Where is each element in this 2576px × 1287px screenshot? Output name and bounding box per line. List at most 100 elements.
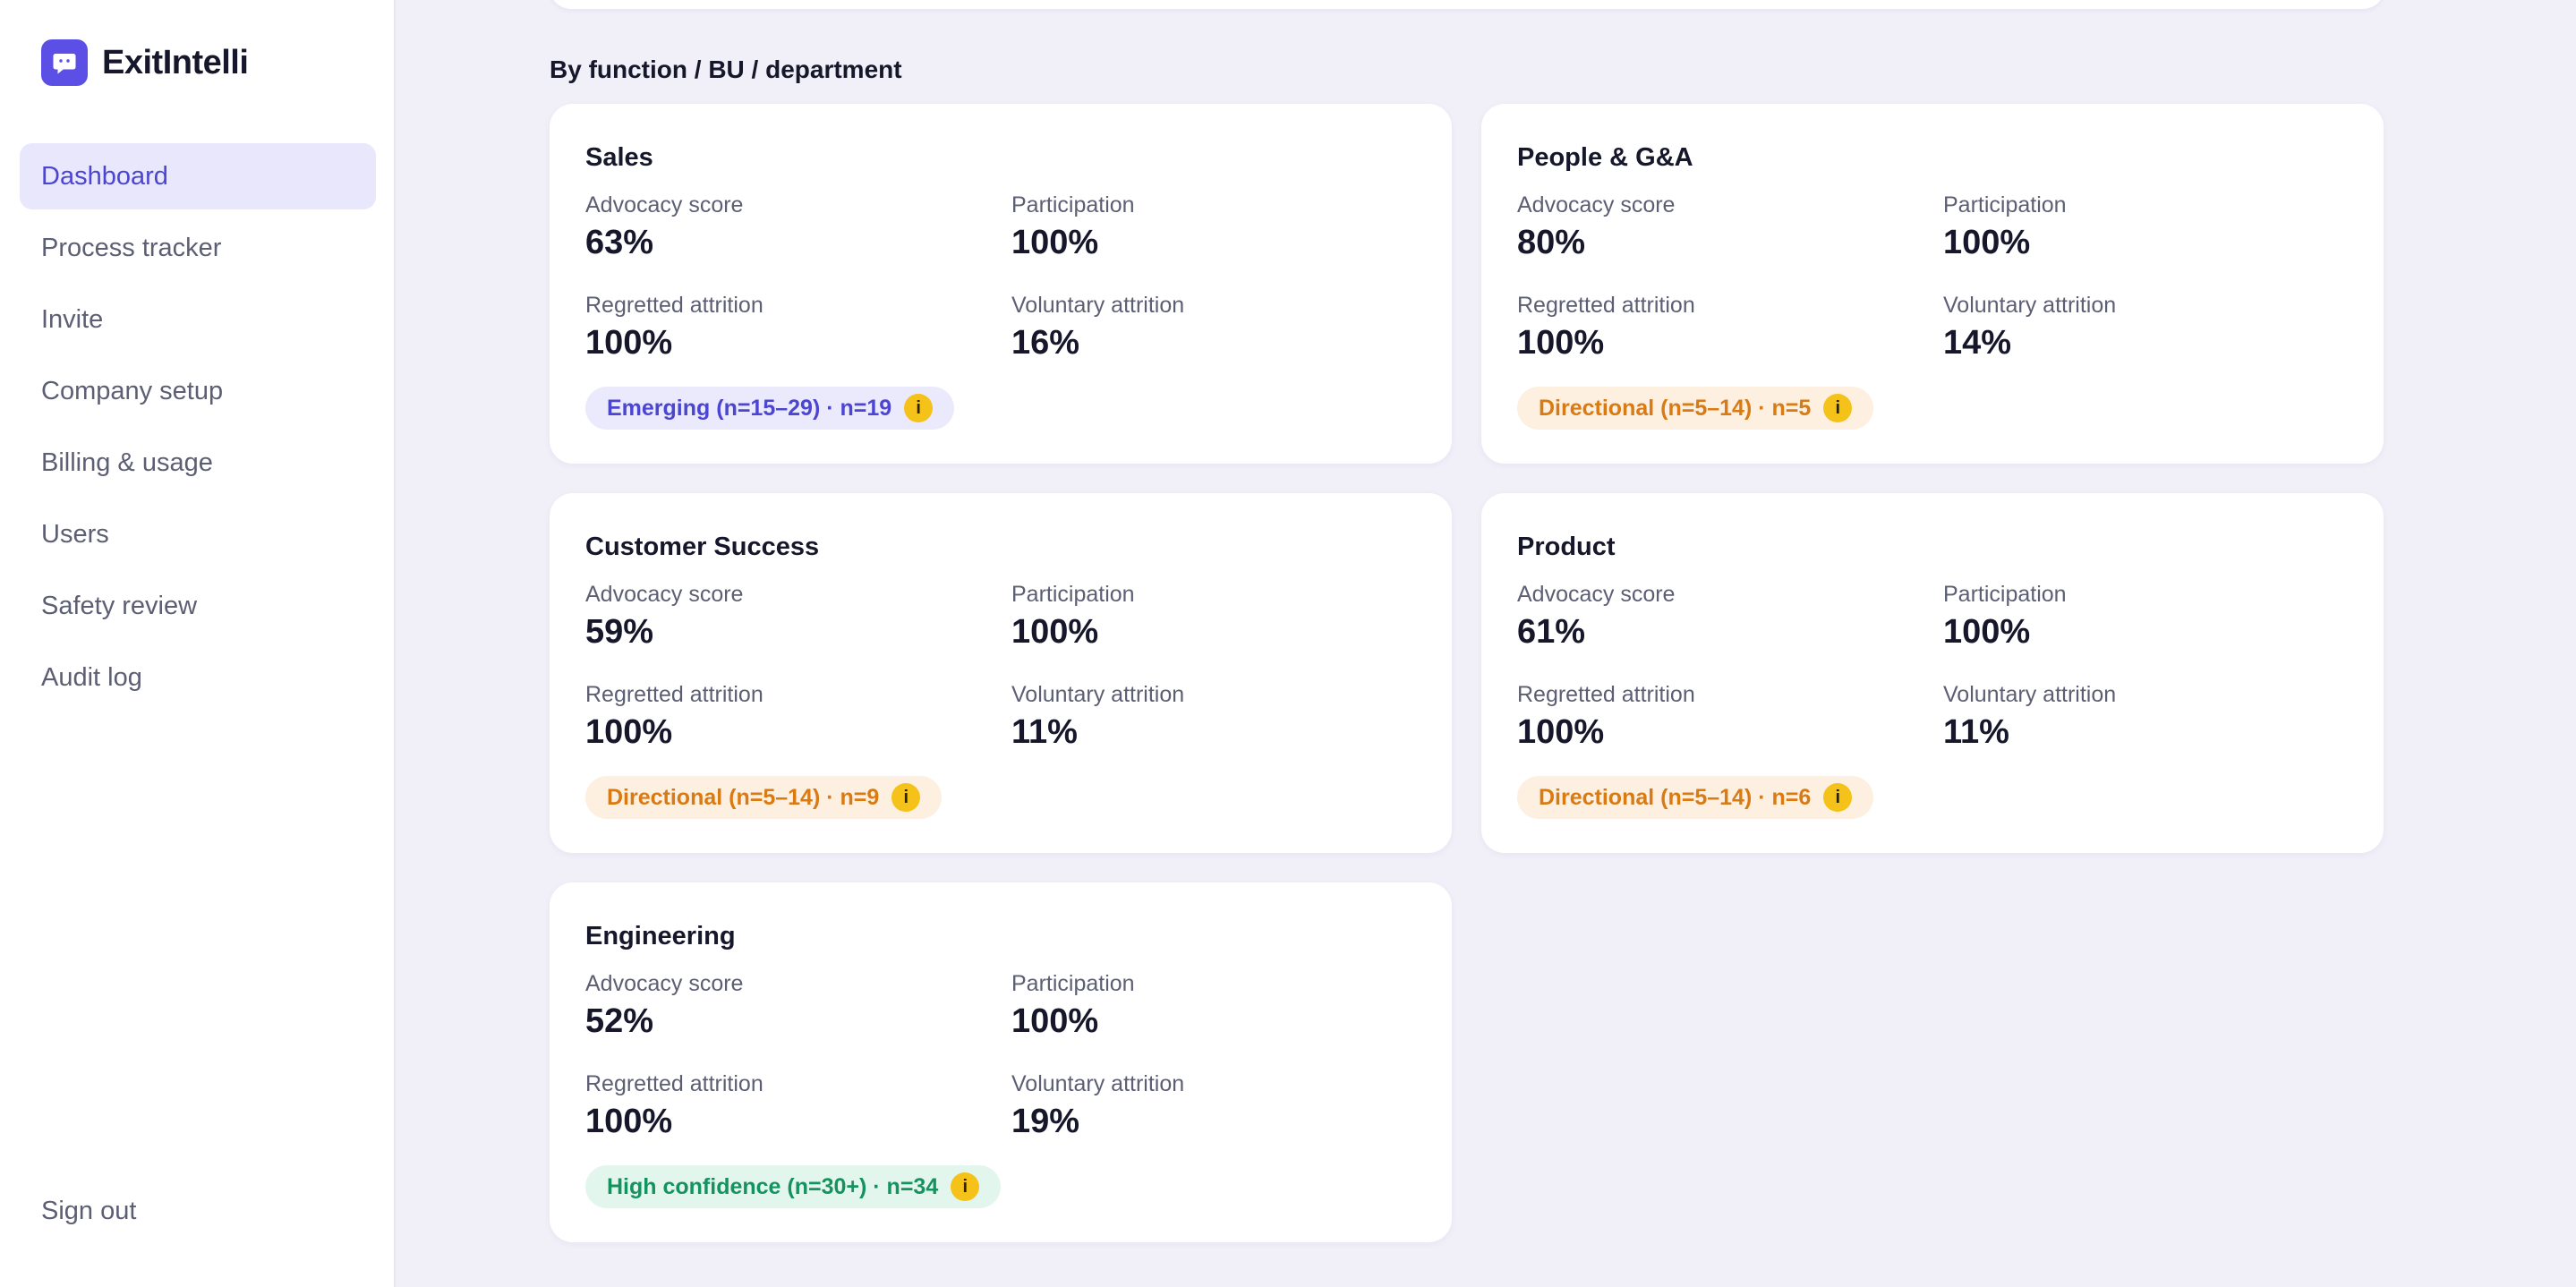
metric-label: Advocacy score	[1517, 192, 1676, 217]
metric-value: 16%	[1011, 324, 1080, 362]
sidebar-item-company-setup[interactable]: Company setup	[41, 376, 224, 405]
metric-regretted-attrition: Regretted attrition 100%	[1517, 681, 1695, 753]
metric-regretted-attrition: Regretted attrition 100%	[585, 292, 763, 363]
metric-value: 100%	[1517, 713, 1605, 751]
metric-advocacy: Advocacy score 59%	[585, 581, 743, 652]
metric-value: 100%	[585, 1103, 673, 1140]
confidence-badge: Directional (n=5–14) · n=6 i	[1517, 776, 1874, 819]
sidebar-item-users[interactable]: Users	[41, 519, 109, 549]
metric-voluntary-attrition: Voluntary attrition 11%	[1011, 681, 1184, 753]
metric-voluntary-attrition: Voluntary attrition 14%	[1943, 292, 2116, 363]
sign-out-button[interactable]: Sign out	[41, 1196, 137, 1225]
metric-value: 100%	[1011, 613, 1099, 651]
metric-value: 11%	[1943, 713, 2009, 751]
confidence-badge: Directional (n=5–14) · n=5 i	[1517, 387, 1874, 430]
department-card-customer-success: Customer Success Advocacy score 59% Part…	[550, 493, 1452, 853]
metric-label: Participation	[1943, 582, 2067, 607]
metric-value: 52%	[585, 1002, 654, 1040]
card-title: Customer Success	[585, 533, 820, 561]
brand[interactable]: ExitIntelli	[41, 39, 249, 86]
metric-voluntary-attrition: Voluntary attrition 11%	[1943, 681, 2116, 753]
badge-label: Directional (n=5–14) · n=5	[1539, 395, 1812, 421]
metric-value: 19%	[1011, 1103, 1080, 1140]
metric-participation: Participation 100%	[1011, 581, 1135, 652]
metric-participation: Participation 100%	[1011, 192, 1135, 263]
metric-value: 11%	[1011, 713, 1078, 751]
metric-label: Regretted attrition	[585, 293, 763, 318]
metric-label: Participation	[1011, 971, 1135, 996]
sidebar-nav: Dashboard Process tracker Invite Company…	[20, 143, 376, 716]
sidebar-item-safety-review[interactable]: Safety review	[41, 591, 198, 620]
metric-value: 80%	[1517, 224, 1586, 261]
metric-label: Voluntary attrition	[1943, 293, 2117, 318]
confidence-badge: Emerging (n=15–29) · n=19 i	[585, 387, 955, 430]
info-icon[interactable]: i	[951, 1172, 980, 1201]
confidence-badge: Directional (n=5–14) · n=9 i	[585, 776, 943, 819]
badge-label: Directional (n=5–14) · n=6	[1539, 784, 1812, 810]
department-card-engineering: Engineering Advocacy score 52% Participa…	[550, 882, 1452, 1242]
info-icon[interactable]: i	[891, 783, 921, 812]
section-title: By function / BU / department	[550, 55, 902, 83]
metric-label: Regretted attrition	[585, 682, 763, 707]
metric-value: 100%	[1943, 224, 2031, 261]
metric-label: Participation	[1943, 192, 2067, 217]
metric-label: Participation	[1011, 192, 1135, 217]
sidebar-item-process-tracker[interactable]: Process tracker	[41, 233, 222, 262]
metric-label: Advocacy score	[585, 192, 744, 217]
metric-label: Voluntary attrition	[1943, 682, 2117, 707]
card-title: Sales	[585, 143, 653, 172]
metric-advocacy: Advocacy score 52%	[585, 970, 743, 1042]
confidence-badge: High confidence (n=30+) · n=34 i	[585, 1165, 1002, 1208]
badge-label: Emerging (n=15–29) · n=19	[607, 395, 892, 421]
metric-advocacy: Advocacy score 80%	[1517, 192, 1675, 263]
card-title: People & G&A	[1517, 143, 1693, 172]
chat-bubble-logo-icon	[41, 39, 88, 86]
metric-label: Advocacy score	[585, 582, 744, 607]
metric-value: 100%	[1011, 224, 1099, 261]
info-icon[interactable]: i	[904, 394, 934, 422]
metric-value: 100%	[1517, 324, 1605, 362]
metric-voluntary-attrition: Voluntary attrition 16%	[1011, 292, 1184, 363]
metric-value: 100%	[1943, 613, 2031, 651]
previous-card-edge	[550, 0, 2384, 9]
sidebar-item-billing-usage[interactable]: Billing & usage	[41, 447, 213, 477]
card-title: Product	[1517, 533, 1616, 561]
app-name: ExitIntelli	[102, 43, 249, 81]
metric-label: Voluntary attrition	[1011, 682, 1185, 707]
department-card-product: Product Advocacy score 61% Participation…	[1481, 493, 2384, 853]
metric-label: Regretted attrition	[585, 1071, 763, 1096]
info-icon[interactable]: i	[1823, 783, 1853, 812]
metric-value: 100%	[585, 324, 673, 362]
badge-label: Directional (n=5–14) · n=9	[607, 784, 880, 810]
metric-participation: Participation 100%	[1943, 192, 2067, 263]
sidebar-item-dashboard[interactable]: Dashboard	[20, 143, 376, 209]
sidebar-item-audit-log[interactable]: Audit log	[41, 662, 142, 692]
metric-regretted-attrition: Regretted attrition 100%	[585, 1070, 763, 1142]
metric-label: Regretted attrition	[1517, 293, 1695, 318]
sidebar-item-invite[interactable]: Invite	[41, 304, 104, 334]
metric-advocacy: Advocacy score 61%	[1517, 581, 1675, 652]
metric-regretted-attrition: Regretted attrition 100%	[585, 681, 763, 753]
metric-value: 100%	[585, 713, 673, 751]
metric-value: 14%	[1943, 324, 2012, 362]
metric-value: 61%	[1517, 613, 1586, 651]
metric-label: Advocacy score	[585, 971, 744, 996]
metric-label: Participation	[1011, 582, 1135, 607]
card-title: Engineering	[585, 922, 736, 950]
department-card-sales: Sales Advocacy score 63% Participation 1…	[550, 104, 1452, 464]
metric-label: Regretted attrition	[1517, 682, 1695, 707]
metric-label: Advocacy score	[1517, 582, 1676, 607]
sidebar: ExitIntelli Dashboard Process tracker In…	[0, 0, 396, 1287]
department-card-people-ga: People & G&A Advocacy score 80% Particip…	[1481, 104, 2384, 464]
info-icon[interactable]: i	[1823, 394, 1853, 422]
badge-label: High confidence (n=30+) · n=34	[607, 1173, 939, 1199]
metric-label: Voluntary attrition	[1011, 293, 1185, 318]
metric-participation: Participation 100%	[1943, 581, 2067, 652]
metric-advocacy: Advocacy score 63%	[585, 192, 743, 263]
metric-value: 100%	[1011, 1002, 1099, 1040]
metric-value: 63%	[585, 224, 654, 261]
metric-participation: Participation 100%	[1011, 970, 1135, 1042]
metric-regretted-attrition: Regretted attrition 100%	[1517, 292, 1695, 363]
metric-voluntary-attrition: Voluntary attrition 19%	[1011, 1070, 1184, 1142]
metric-label: Voluntary attrition	[1011, 1071, 1185, 1096]
